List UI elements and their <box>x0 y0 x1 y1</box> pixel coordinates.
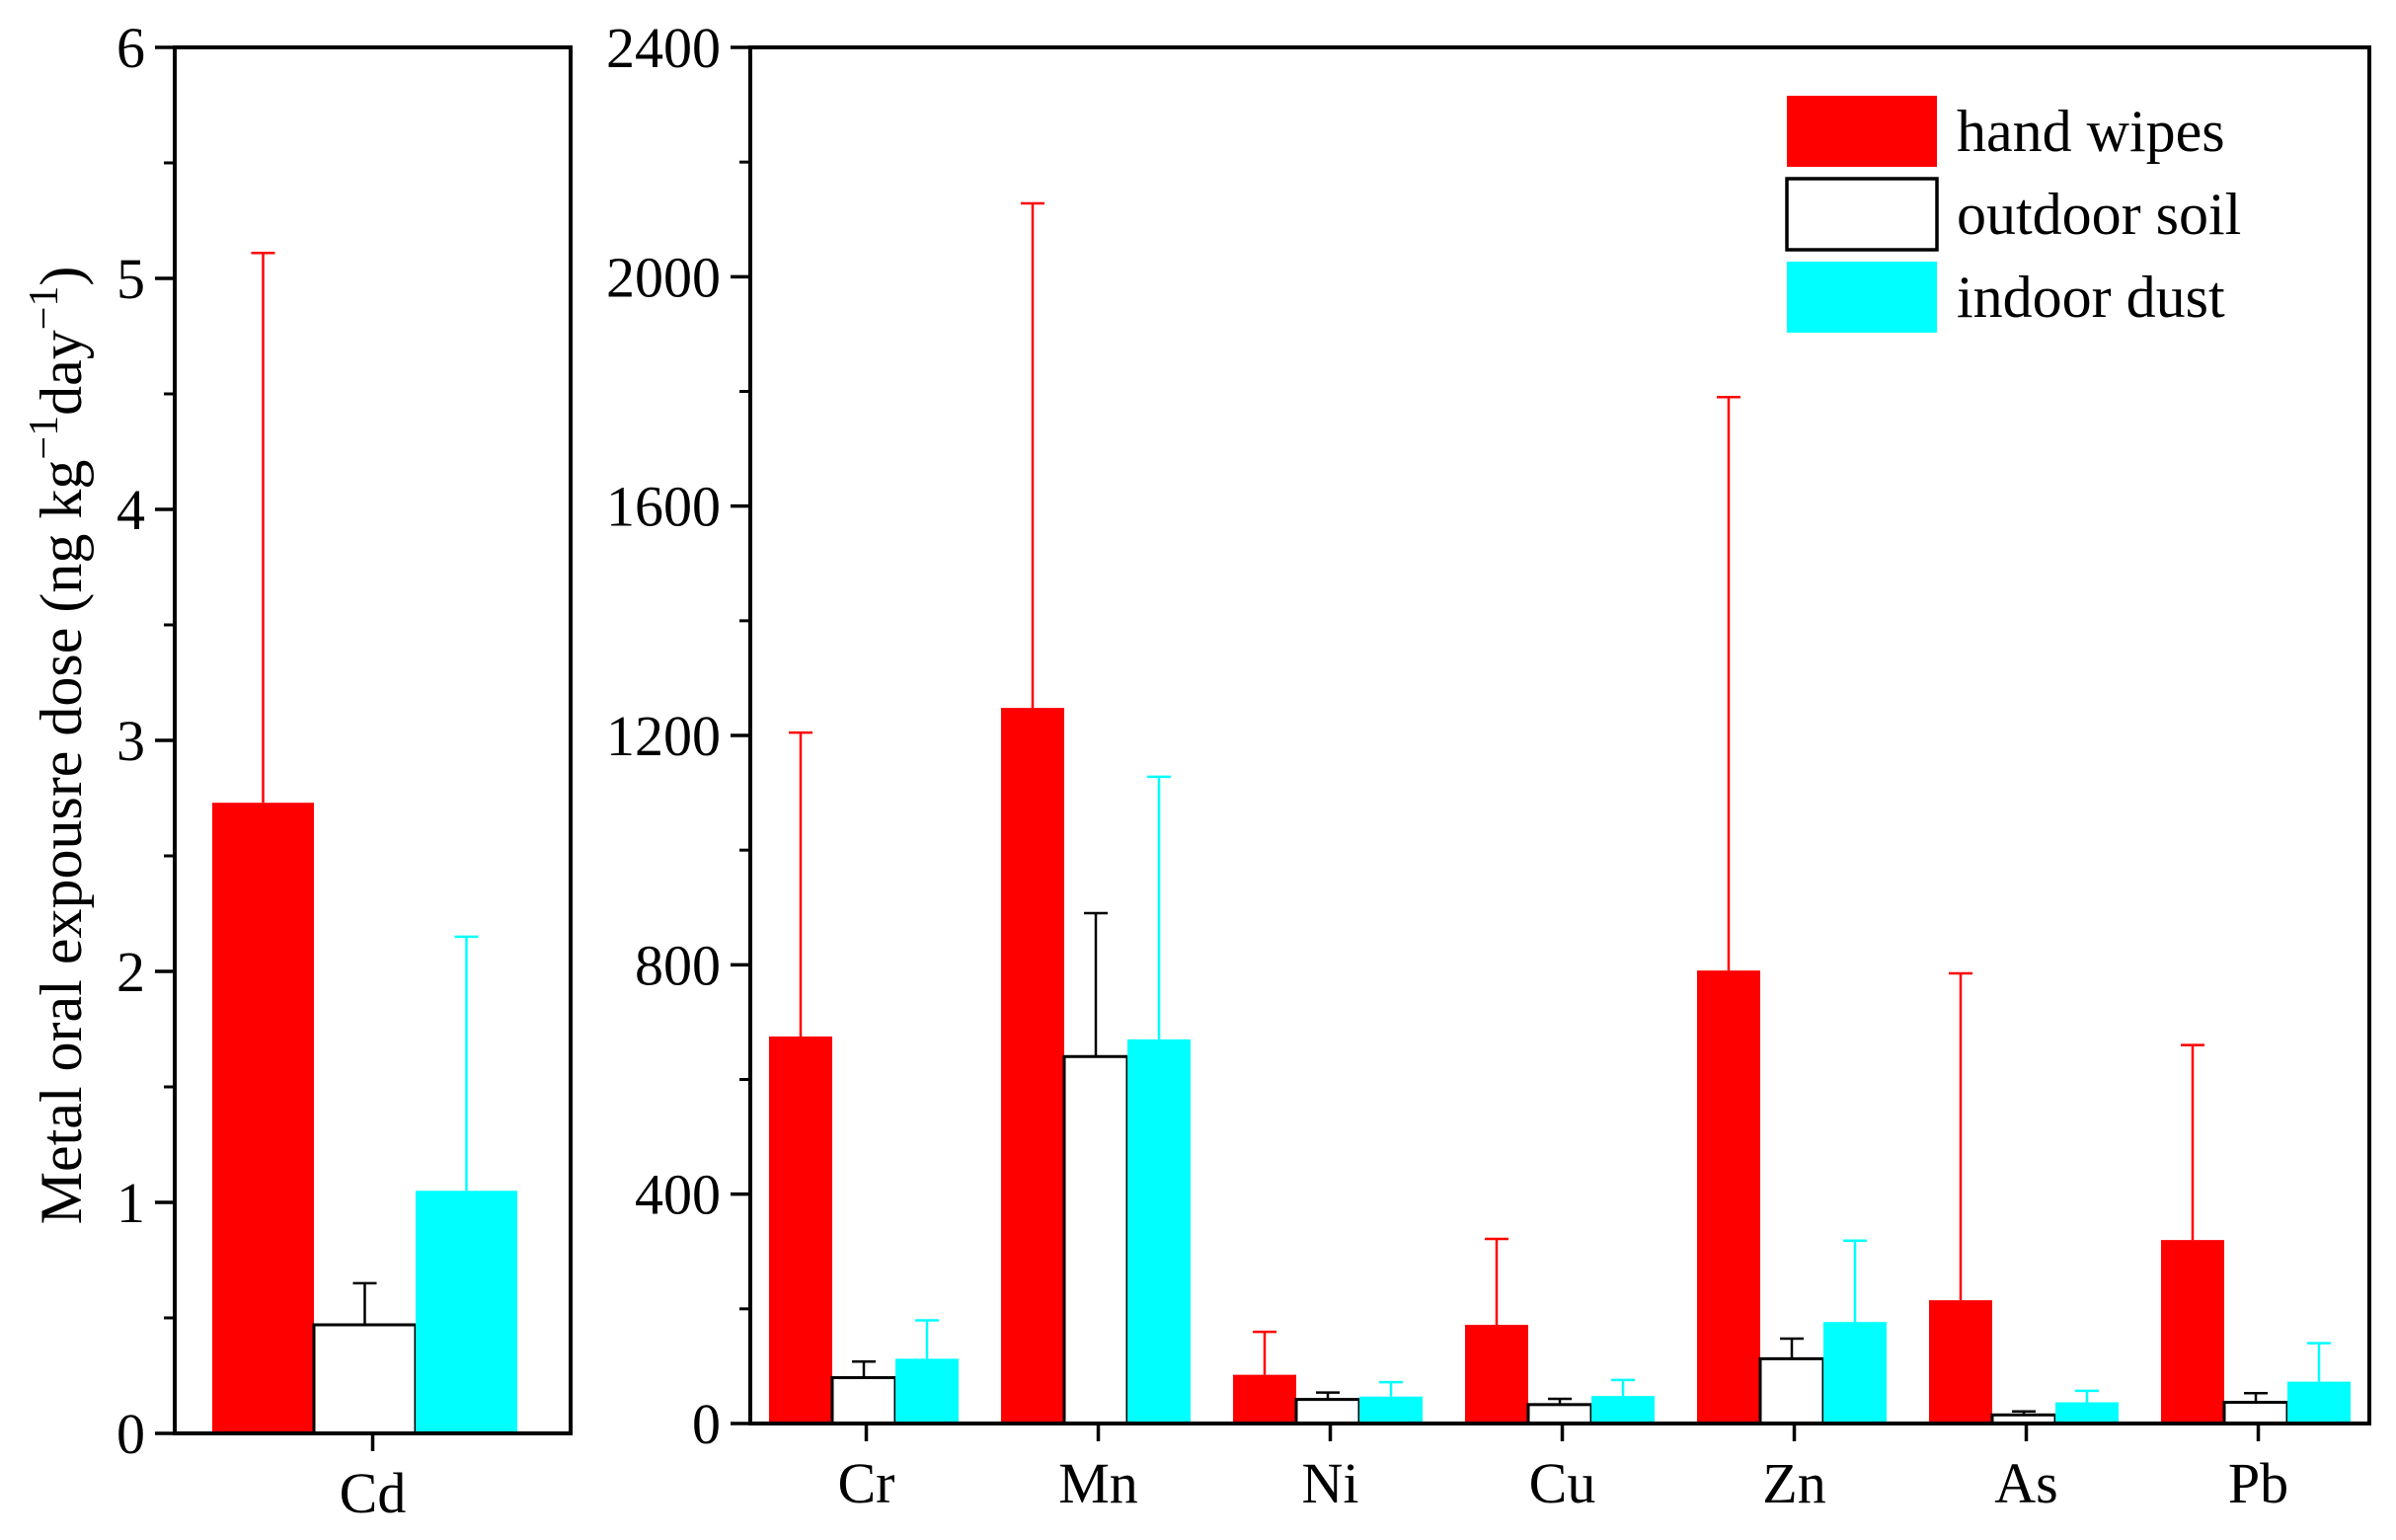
metals-bar-outdoor-soil-cr <box>830 1376 897 1425</box>
metals-y-tick-label-6: 2400 <box>606 16 721 80</box>
y-axis-label-part-3: ) <box>29 267 94 286</box>
metals-category-label-zn: Zn <box>1762 1451 1825 1515</box>
legend-swatch-indoor-dust <box>1787 262 1937 333</box>
y-axis-label-part-2: day <box>29 330 94 416</box>
metals-y-tick-label-2: 800 <box>635 933 721 997</box>
cd-y-tick-label-1: 1 <box>116 1171 145 1235</box>
metals-bar-outdoor-soil-zn <box>1758 1356 1825 1425</box>
legend: hand wipes outdoor soil indoor dust <box>1785 96 2241 333</box>
cd-y-tick-label-5: 5 <box>116 247 145 311</box>
metals-panel: 0 400 800 1200 1600 2000 2400 Cr Mn Ni Cu Zn As Pb <box>606 16 2371 1515</box>
cd-category-label-cd: Cd <box>340 1461 407 1525</box>
cd-y-tick-label-3: 3 <box>116 709 145 773</box>
metals-bar-outdoor-soil-cu <box>1526 1403 1593 1425</box>
cd-bar-hand-wipes-cd <box>212 803 314 1433</box>
y-axis-label-superscript-2: −1 <box>22 286 67 331</box>
metals-category-label-ni: Ni <box>1302 1451 1359 1515</box>
metals-y-tick-label-3: 1200 <box>606 704 721 768</box>
metals-category-label-mn: Mn <box>1058 1451 1138 1515</box>
legend-label-outdoor-soil: outdoor soil <box>1957 182 2241 247</box>
metals-bar-outdoor-soil-pb <box>2222 1401 2289 1425</box>
y-axis-label: Metal oral expousre dose (ng kg−1day−1) <box>22 267 94 1225</box>
metals-y-tick-label-5: 2000 <box>606 245 721 309</box>
metals-bar-outdoor-soil-ni <box>1294 1398 1361 1425</box>
cd-y-tick-label-0: 0 <box>116 1402 145 1466</box>
metals-bar-hand-wipes-cr <box>769 1036 832 1424</box>
metals-bar-indoor-dust-cr <box>895 1358 959 1424</box>
metals-bar-indoor-dust-pb <box>2287 1381 2351 1424</box>
metals-category-label-cr: Cr <box>838 1451 895 1515</box>
metals-bar-hand-wipes-mn <box>1001 708 1064 1424</box>
y-axis-label-superscript-1: −1 <box>22 416 67 460</box>
metals-bar-indoor-dust-cu <box>1591 1396 1655 1424</box>
metals-category-label-pb: Pb <box>2228 1451 2288 1515</box>
metals-category-label-as: As <box>1994 1451 2057 1515</box>
metals-bar-hand-wipes-as <box>1929 1300 1992 1424</box>
metals-bar-hand-wipes-ni <box>1233 1374 1296 1424</box>
y-axis-label-part-1: Metal oral expousre dose (ng kg <box>29 460 94 1225</box>
metals-bar-hand-wipes-cu <box>1465 1325 1528 1424</box>
metals-bar-hand-wipes-zn <box>1697 970 1760 1424</box>
metals-y-tick-label-4: 1600 <box>606 475 721 539</box>
legend-label-indoor-dust: indoor dust <box>1957 265 2225 330</box>
cd-y-tick-label-4: 4 <box>116 478 145 542</box>
metals-bar-indoor-dust-mn <box>1127 1039 1191 1424</box>
legend-label-hand-wipes: hand wipes <box>1957 99 2225 164</box>
metals-bar-indoor-dust-ni <box>1359 1396 1423 1424</box>
metals-y-tick-label-1: 400 <box>635 1163 721 1227</box>
cd-bar-indoor-dust-cd <box>416 1191 517 1433</box>
metals-bar-hand-wipes-pb <box>2161 1240 2224 1424</box>
cd-bar-outdoor-soil-cd <box>312 1323 418 1435</box>
metals-category-label-cu: Cu <box>1529 1451 1596 1515</box>
metals-plot-frame <box>748 45 2371 1425</box>
metals-bar-indoor-dust-zn <box>1823 1322 1887 1424</box>
legend-swatch-outdoor-soil <box>1785 177 1939 252</box>
metals-bar-indoor-dust-as <box>2055 1402 2119 1424</box>
metals-y-tick-label-0: 0 <box>692 1392 721 1456</box>
cd-y-tick-label-2: 2 <box>116 940 145 1004</box>
legend-swatch-hand-wipes <box>1787 96 1937 167</box>
cd-y-tick-label-6: 6 <box>116 16 145 80</box>
cd-panel: 0 1 2 3 4 5 6 Cd <box>116 16 573 1525</box>
metals-bar-outdoor-soil-mn <box>1062 1054 1129 1425</box>
